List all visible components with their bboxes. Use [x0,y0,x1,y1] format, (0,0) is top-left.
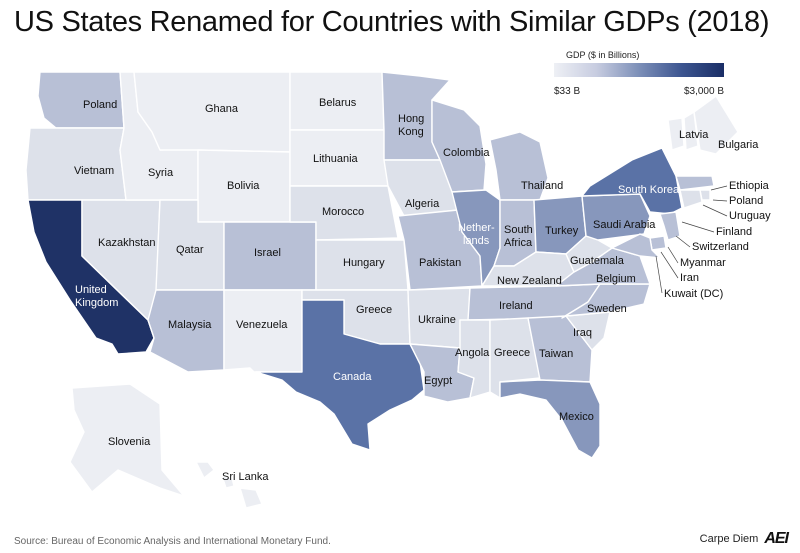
map-title: US States Renamed for Countries with Sim… [14,6,770,38]
leader-dc-iran [660,251,679,279]
label-nj: Finland [716,226,752,238]
leader-ma [710,185,728,191]
leader-ri [712,199,728,202]
label-mo: Pakistan [419,257,461,269]
label-ca-2: Kingdom [75,297,118,309]
state-fl [499,379,601,459]
label-wi: Colombia [443,147,490,159]
label-in-1: South [504,224,533,236]
label-il-2: lands [463,235,490,247]
state-hi [195,461,263,509]
label-md: Myanmar [680,257,726,269]
label-in-2: Africa [504,237,533,249]
label-ne: Morocco [322,206,364,218]
label-ny: South Korea [618,184,680,196]
state-or [25,127,127,201]
label-de: Switzerland [692,241,749,253]
state-nh [683,111,699,151]
label-wy: Bolivia [227,180,260,192]
label-tn: Ireland [499,300,533,312]
state-ma [675,175,715,191]
label-ct: Uruguay [729,210,771,222]
label-ia: Algeria [405,198,440,210]
label-ms: Angola [455,347,490,359]
label-nc: Sweden [587,303,627,315]
label-ga: Taiwan [539,348,573,360]
state-ny [581,147,683,215]
label-ks: Hungary [343,257,385,269]
leader-nj [681,221,715,233]
label-ky: New Zealand [497,275,562,287]
state-pa [581,193,651,241]
state-ga [527,315,593,383]
label-oh: Turkey [545,225,579,237]
label-mt: Ghana [205,103,239,115]
state-nm [223,289,303,373]
label-az: Malaysia [168,319,212,331]
label-mn-2: Kong [398,126,424,138]
label-co: Israel [254,247,281,259]
leader-ct [702,204,728,217]
state-ak [69,383,185,497]
leader-de [675,235,691,248]
state-vt [667,117,685,151]
label-dc-iran: Iran [680,272,699,284]
label-ri: Poland [729,195,763,207]
state-ct [679,189,703,209]
label-wv: Guatemala [570,255,625,267]
label-fl: Mexico [559,411,594,423]
label-mn-1: Hong [398,113,424,125]
leader-dc [655,255,663,294]
label-sd: Lithuania [313,153,359,165]
source-note: Source: Bureau of Economic Analysis and … [14,536,331,547]
state-nc [561,283,651,319]
state-me [693,95,739,155]
label-vt: Latvia [679,129,709,141]
label-ar: Ukraine [418,314,456,326]
legend-max-label: $3,000 B [683,86,724,97]
state-de [649,235,667,251]
label-mi: Thailand [521,180,563,192]
legend-min-label: $33 B [554,86,581,97]
legend-color-ramp [554,63,724,77]
label-sc: Iraq [573,327,592,339]
label-ca-1: United [75,284,107,296]
state-az [147,289,225,373]
label-dc: Kuwait (DC) [664,288,723,300]
state-mi [489,131,549,201]
label-ok: Greece [356,304,392,316]
brand-name: Carpe Diem [699,533,759,545]
aei-logo: AEI [764,530,789,547]
label-nm: Venezuela [236,319,288,331]
brand: Carpe Diem AEI [699,530,789,548]
leader-md [667,246,679,264]
label-la: Egypt [424,375,452,387]
gdp-legend: GDP ($ in Billions) $33 B $3,000 B [554,50,724,97]
label-hi: Sri Lanka [222,471,269,483]
label-nd: Belarus [319,97,357,109]
label-or: Vietnam [74,165,114,177]
legend-title: GDP ($ in Billions) [566,50,640,60]
label-il-1: Nether- [458,222,495,234]
label-ut: Qatar [176,244,204,256]
label-ma: Ethiopia [729,180,770,192]
state-nj [659,211,681,241]
label-id: Syria [148,167,174,179]
label-wa: Poland [83,99,117,111]
label-tx: Canada [333,371,372,383]
label-ne-region: Bulgaria [718,139,759,151]
state-md [611,233,661,259]
label-pa: Saudi Arabia [593,219,656,231]
label-al: Greece [494,347,530,359]
label-ak: Slovenia [108,436,151,448]
label-nv: Kazakhstan [98,237,155,249]
state-tx [255,299,425,451]
label-va: Belgium [596,273,636,285]
